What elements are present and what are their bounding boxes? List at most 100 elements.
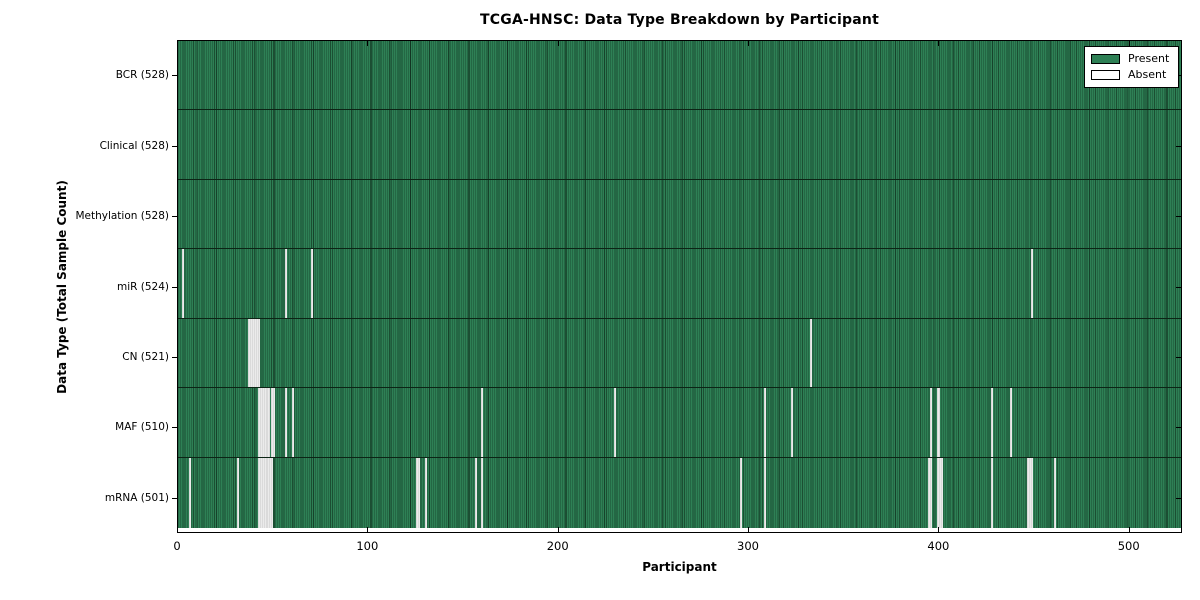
y-tick-label-methylation: Methylation (528): [75, 210, 169, 223]
x-tick-mark: [367, 527, 369, 532]
absent-stripe: [1030, 249, 1033, 318]
absent-stripe: [1026, 457, 1029, 528]
absent-stripe: [256, 318, 259, 388]
absent-stripe: [271, 457, 274, 528]
x-tick-label-400: 400: [927, 539, 950, 553]
absent-stripe: [265, 388, 268, 457]
y-tick-label-maf: MAF (510): [115, 421, 169, 434]
x-tick-mark: [177, 41, 178, 46]
absent-stripe: [250, 318, 253, 388]
absent-stripe: [189, 457, 192, 528]
y-tick-mark: [172, 75, 177, 77]
x-tick-label-300: 300: [737, 539, 759, 553]
legend-entry-present: Present: [1091, 51, 1172, 67]
absent-stripe: [764, 457, 767, 528]
absent-stripe: [257, 318, 260, 388]
absent-stripe: [263, 388, 266, 457]
absent-stripe: [417, 457, 420, 528]
x-tick-mark: [557, 527, 559, 532]
absent-stripe: [257, 388, 260, 457]
absent-stripe: [790, 388, 793, 457]
y-tick-label-cn: CN (521): [122, 350, 169, 363]
y-tick-mark: [172, 286, 177, 288]
absent-stripe: [929, 388, 932, 457]
absent-stripe: [267, 457, 270, 528]
absent-stripe: [990, 457, 993, 528]
absent-stripe: [257, 457, 260, 528]
x-tick-label-100: 100: [356, 539, 379, 553]
absent-stripe: [1030, 457, 1033, 528]
absent-stripe: [739, 457, 742, 528]
absent-stripe: [271, 388, 274, 457]
x-tick-mark: [1128, 527, 1130, 532]
absent-stripe: [237, 457, 240, 528]
absent-stripe: [259, 388, 262, 457]
absent-stripe: [265, 457, 268, 528]
y-tick-label-bcr: BCR (528): [115, 69, 169, 82]
x-tick-label-200: 200: [546, 539, 569, 553]
absent-stripe: [613, 388, 616, 457]
y-tick-mark: [172, 356, 177, 358]
x-tick-mark: [938, 41, 940, 46]
y-tick-mark: [1176, 356, 1181, 358]
absent-stripe: [939, 457, 942, 528]
absent-stripe: [990, 388, 993, 457]
absent-stripe: [941, 457, 944, 528]
absent-stripe: [425, 457, 428, 528]
x-tick-mark: [367, 41, 369, 46]
absent-stripe: [292, 388, 295, 457]
present-swatch: [1091, 54, 1120, 64]
x-tick-mark: [748, 41, 750, 46]
x-tick-label-500: 500: [1117, 539, 1140, 553]
heatmap-row-mrna: [178, 457, 1181, 528]
absent-stripe: [252, 318, 255, 388]
heatmap-row-methylation: [178, 179, 1181, 250]
y-tick-mark: [172, 497, 177, 499]
y-tick-mark: [1176, 427, 1181, 429]
absent-stripe: [248, 318, 251, 388]
absent-stripe: [284, 388, 287, 457]
absent-stripe: [254, 318, 257, 388]
absent-stripe: [181, 249, 184, 318]
absent-stripe: [474, 457, 477, 528]
heatmap-row-cn: [178, 318, 1181, 389]
x-tick-mark: [938, 527, 940, 532]
x-tick-mark: [177, 527, 178, 532]
absent-stripe: [1009, 388, 1012, 457]
absent-stripe: [937, 388, 940, 457]
absent-stripe: [480, 388, 483, 457]
absent-swatch: [1091, 70, 1120, 80]
heatmap-row-clinical: [178, 110, 1181, 180]
y-tick-label-clinical: Clinical (528): [99, 139, 169, 152]
absent-stripe: [311, 249, 314, 318]
absent-stripe: [273, 388, 276, 457]
absent-stripe: [927, 457, 930, 528]
x-tick-label-0: 0: [173, 539, 181, 553]
absent-stripe: [269, 457, 272, 528]
absent-stripe: [809, 318, 812, 388]
y-tick-label-mrna: mRNA (501): [104, 491, 169, 504]
x-axis-title: Participant: [642, 560, 717, 574]
legend-entry-absent: Absent: [1091, 67, 1172, 83]
heatmap-row-mir: [178, 249, 1181, 319]
x-tick-mark: [748, 527, 750, 532]
absent-stripe: [764, 388, 767, 457]
absent-stripe: [929, 457, 932, 528]
heatmap-row-bcr: [178, 41, 1181, 111]
y-tick-mark: [1176, 497, 1181, 499]
plot-area: [177, 40, 1182, 533]
x-tick-mark: [1128, 41, 1130, 46]
absent-stripe: [1028, 457, 1031, 528]
legend-label-present: Present: [1128, 52, 1170, 65]
absent-stripe: [937, 457, 940, 528]
y-tick-mark: [172, 216, 177, 218]
absent-stripe: [480, 457, 483, 528]
y-tick-mark: [1176, 145, 1181, 147]
legend-label-absent: Absent: [1128, 68, 1167, 81]
absent-stripe: [415, 457, 418, 528]
absent-stripe: [261, 457, 264, 528]
y-tick-mark: [172, 427, 177, 429]
absent-stripe: [261, 388, 264, 457]
absent-stripe: [1053, 457, 1056, 528]
